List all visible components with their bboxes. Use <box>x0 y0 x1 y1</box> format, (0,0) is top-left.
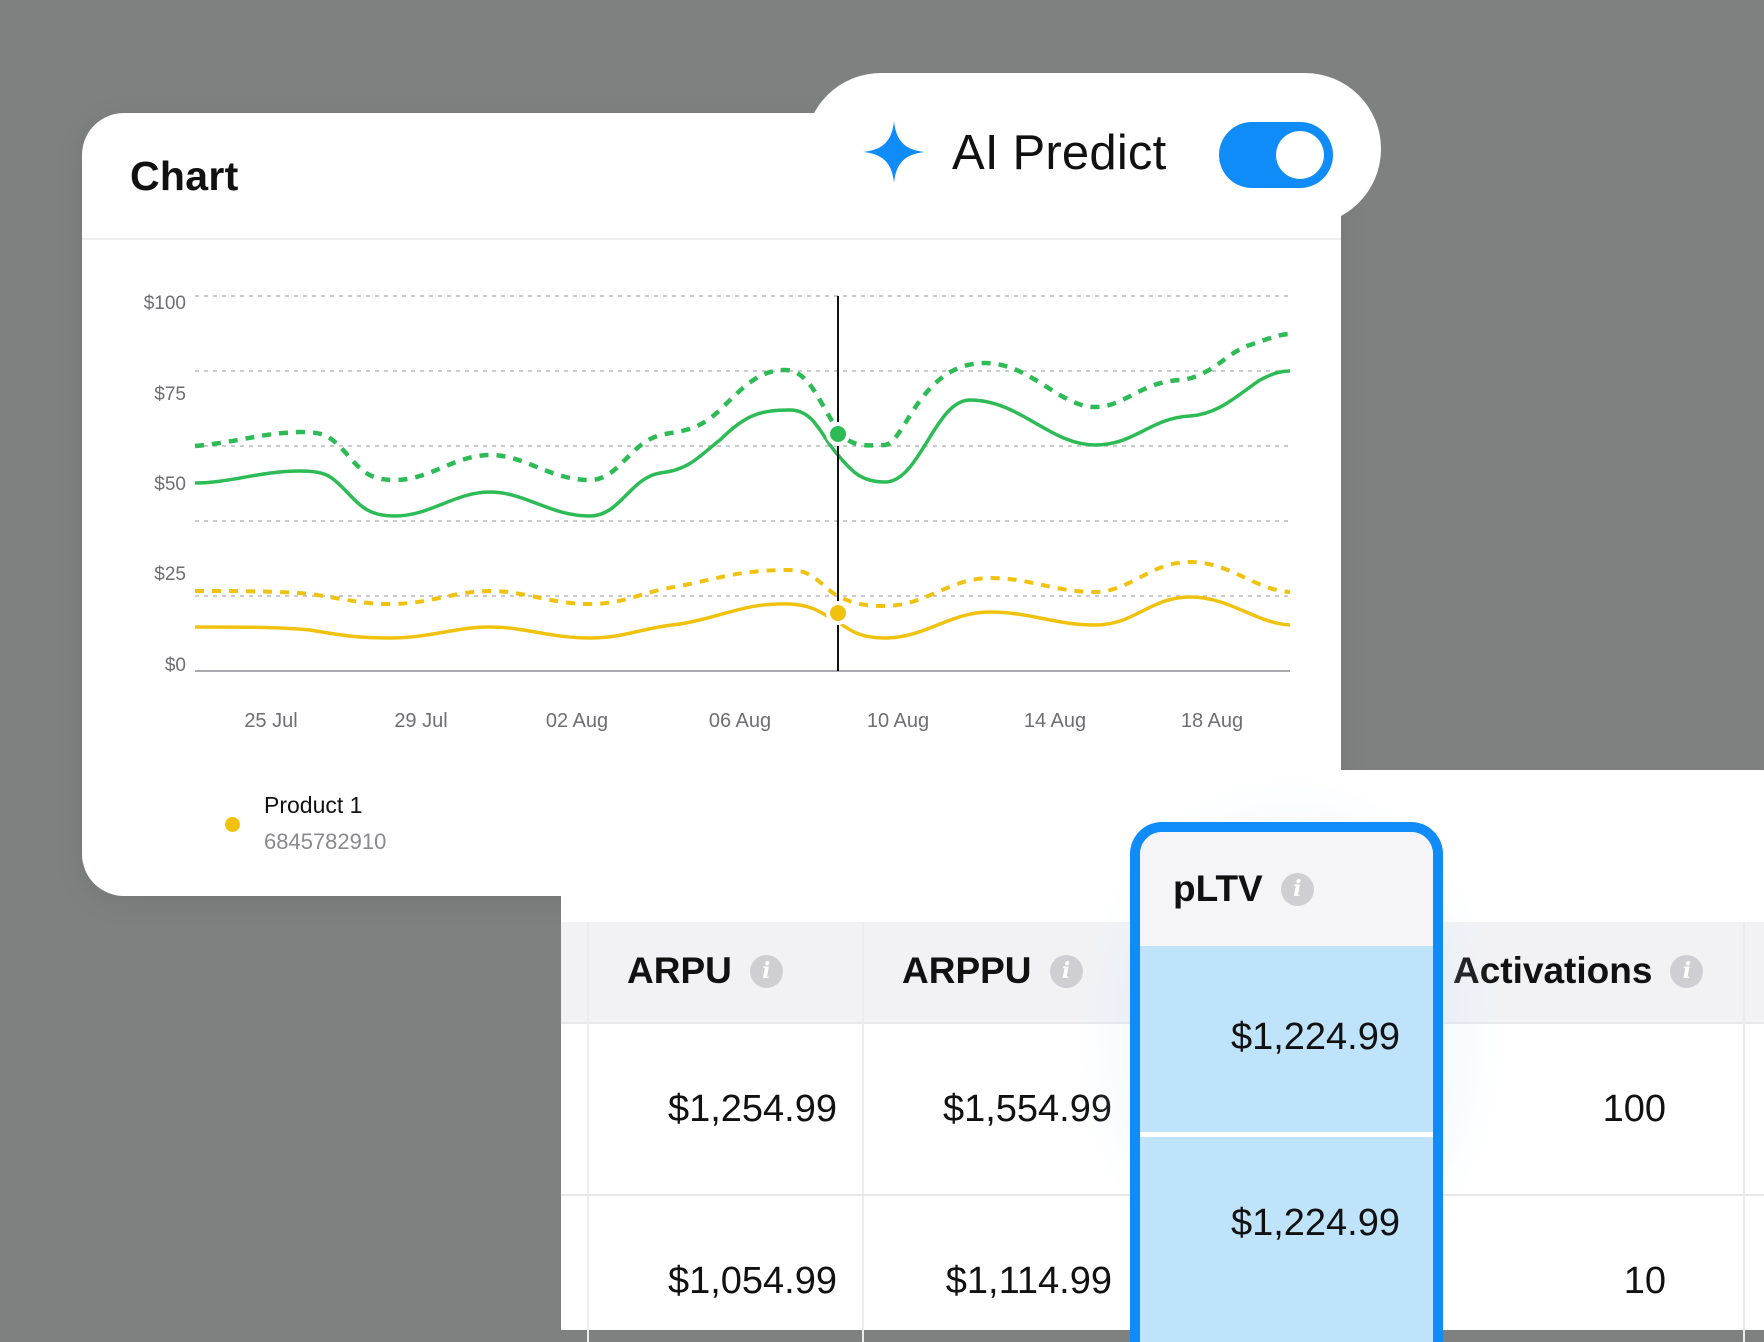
column-header-label: pLTV <box>1173 868 1263 909</box>
cell-activations: 100 <box>1602 1088 1666 1130</box>
x-tick-label: 29 Jul <box>394 710 448 732</box>
info-icon[interactable]: i <box>1280 872 1314 906</box>
chart-title: Chart <box>130 153 239 199</box>
ai-predict-control: AI Predict <box>805 73 1381 225</box>
column-header-pltv-inner: pLTV i <box>1173 868 1314 910</box>
column-header-label: ARPU <box>627 950 732 991</box>
y-tick-label: $0 <box>164 655 186 676</box>
column-header-label: ARPPU <box>902 950 1032 991</box>
cell-arpu: $1,254.99 <box>667 1088 837 1130</box>
column-divider <box>587 922 589 1342</box>
y-tick-label: $50 <box>154 474 186 495</box>
column-divider <box>862 922 864 1342</box>
cell-activations: 10 <box>1623 1260 1666 1302</box>
legend-product-id: 6845782910 <box>264 829 387 854</box>
column-header-arppu[interactable]: ARPPU i <box>902 950 1083 992</box>
pltv-row-divider <box>1140 1132 1433 1137</box>
column-header-pltv[interactable]: pLTV i <box>1140 832 1433 946</box>
column-header-arpu[interactable]: ARPU i <box>627 950 783 992</box>
y-tick-label: $75 <box>154 384 186 405</box>
sparkle-icon <box>863 121 925 183</box>
ai-predict-toggle[interactable] <box>1219 122 1333 188</box>
column-divider <box>1743 922 1745 1342</box>
cell-pltv: $1,224.99 <box>1230 1016 1400 1058</box>
chart-header-divider <box>82 238 1341 240</box>
info-icon[interactable]: i <box>749 954 783 988</box>
x-tick-label: 10 Aug <box>866 710 930 732</box>
legend-dot-yellow <box>225 817 240 832</box>
y-tick-label: $100 <box>143 293 186 314</box>
ai-predict-label: AI Predict <box>952 126 1167 180</box>
x-tick-label: 06 Aug <box>708 710 772 732</box>
x-tick-label: 25 Jul <box>244 710 298 732</box>
y-tick-label: $25 <box>154 564 186 585</box>
x-tick-label: 14 Aug <box>1023 710 1087 732</box>
info-icon[interactable]: i <box>1049 954 1083 988</box>
cell-arpu: $1,054.99 <box>667 1260 837 1302</box>
x-tick-label: 18 Aug <box>1180 710 1244 732</box>
cell-pltv: $1,224.99 <box>1230 1202 1400 1244</box>
legend-product-name: Product 1 <box>264 792 363 818</box>
toggle-knob <box>1276 131 1324 179</box>
info-icon[interactable]: i <box>1670 954 1704 988</box>
pltv-column-highlight[interactable]: pLTV i $1,224.99 $1,224.99 <box>1130 822 1443 1342</box>
x-tick-label: 02 Aug <box>545 710 609 732</box>
